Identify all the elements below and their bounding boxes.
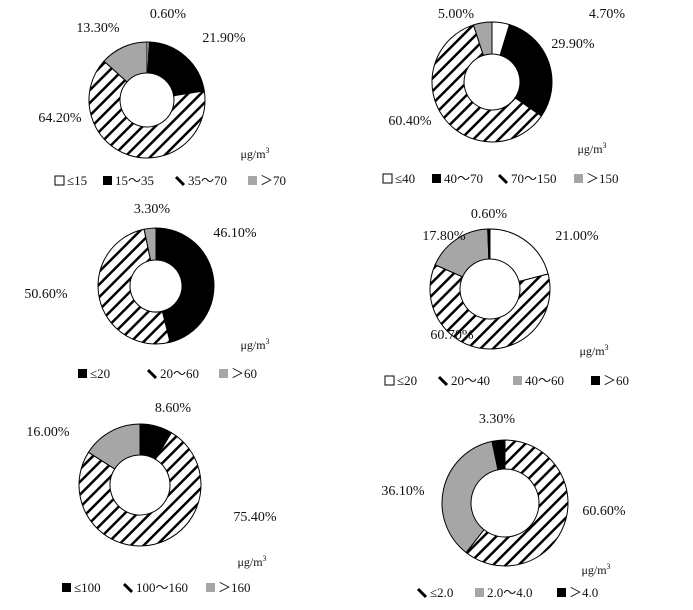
data-label: 17.80% [422,229,466,244]
data-label: 75.40% [233,510,277,525]
data-label: 21.90% [202,31,246,46]
unit-label: μg/m3 [577,141,606,156]
legend-label: ＞160 [218,580,251,595]
slice-2 [147,41,205,97]
data-label: 60.40% [388,114,432,129]
legend-swatch-gray [248,176,257,185]
legend-swatch-black [78,369,87,378]
slice-2 [429,264,551,350]
legend-swatch-white [54,175,65,186]
legend-swatch-hatch [437,375,449,387]
donut-chart-3: 46.10% 50.60% 3.30% μg/m3 ≤20 20～60 ＞60 [24,202,269,381]
legend-swatch-hatch [497,173,509,185]
legend: ≤20 20～40 40～60 ＞60 [384,373,629,388]
legend: ≤15 15～35 35～70 ＞70 [54,173,286,188]
slice-3 [88,60,206,159]
legend-swatch-black [557,588,566,597]
legend-label: 20～40 [451,373,490,388]
donut-chart-4: 21.00% 60.70% 17.80% 0.60% μg/m3 ≤20 20～40 40～6… [384,207,629,388]
data-label: 46.10% [213,226,257,241]
slice-2 [78,432,202,547]
legend-swatch-gray [475,588,484,597]
slice-3 [143,227,157,262]
data-label: 13.30% [76,21,120,36]
slice-2 [499,23,553,117]
legend-label: 40～70 [444,171,483,186]
unit-label: μg/m3 [240,337,269,352]
data-label: 4.70% [589,7,626,22]
unit-label: μg/m3 [240,146,269,161]
data-label: 64.20% [38,111,82,126]
legend-label: ≤20 [397,373,417,388]
legend-swatch-hatch [174,175,186,187]
legend-label: 2.0～4.0 [487,585,533,600]
legend-label: ＞4.0 [569,585,598,600]
slice-1 [155,227,215,343]
legend-swatch-gray [574,174,583,183]
data-label: 8.60% [155,401,192,416]
unit-label: μg/m3 [581,562,610,577]
slice-3 [431,24,543,143]
legend-label: 70～150 [511,171,557,186]
slice-4 [487,228,491,260]
slice-4 [472,21,493,57]
donut-chart-1: 0.60% 21.90% 64.20% 13.30% μg/m3 ≤15 15～35 35～7… [38,7,286,188]
data-label: 3.30% [479,412,516,427]
slice-2 [441,440,499,554]
unit-label: μg/m3 [579,343,608,358]
data-label: 16.00% [26,425,70,440]
data-label: 36.10% [381,484,425,499]
slice-1 [465,439,569,567]
legend-label: 35～70 [188,173,227,188]
legend-swatch-hatch [416,587,428,599]
legend-label: 100～160 [136,580,188,595]
legend-swatch-gray [513,376,522,385]
legend-swatch-black [62,583,71,592]
data-label: 5.00% [438,7,475,22]
legend-label: ≤40 [395,171,415,186]
legend-label: ≤2.0 [430,585,453,600]
donut-chart-2: 4.70% 29.90% 60.40% 5.00% μg/m3 ≤40 40～70 70～15… [382,7,626,186]
legend: ≤20 20～60 ＞60 [78,366,257,381]
legend-label: ≤15 [67,173,87,188]
legend-swatch-black [432,174,441,183]
legend-swatch-hatch [122,582,134,594]
legend-swatch-black [103,176,112,185]
legend-label: ＞60 [231,366,257,381]
unit-label: μg/m3 [237,554,266,569]
data-label: 0.60% [471,207,508,222]
data-label: 3.30% [134,202,171,217]
legend: ≤40 40～70 70～150 ＞150 [382,171,619,186]
legend-swatch-white [384,375,395,386]
legend-label: ≤20 [90,366,110,381]
slice-1 [489,228,549,283]
data-label: 0.60% [150,7,187,22]
legend-label: 40～60 [525,373,564,388]
legend-label: ≤100 [74,580,101,595]
slice-3 [491,439,506,471]
data-label: 29.90% [551,37,595,52]
legend-label: ＞60 [603,373,629,388]
data-label: 21.00% [555,229,599,244]
legend-swatch-gray [219,369,228,378]
legend-swatch-black [591,376,600,385]
data-label: 60.60% [582,504,626,519]
donut-chart-5: 8.60% 75.40% 16.00% μg/m3 ≤100 100～160 ＞160 [26,401,277,595]
legend: ≤2.0 2.0～4.0 ＞4.0 [416,585,598,600]
slice-2 [97,228,171,345]
slice-3 [87,423,141,470]
legend-label: 15～35 [115,173,154,188]
data-label: 60.70% [430,328,474,343]
legend-swatch-gray [206,583,215,592]
legend-swatch-white [382,173,393,184]
data-label: 50.60% [24,287,68,302]
legend: ≤100 100～160 ＞160 [62,580,251,595]
slice-4 [103,41,148,83]
legend-label: 20～60 [160,366,199,381]
legend-label: ＞70 [260,173,286,188]
legend-label: ＞150 [586,171,619,186]
donut-chart-6: 60.60% 36.10% 3.30% μg/m3 ≤2.0 2.0～4.0 ＞4.0 [381,412,626,600]
legend-swatch-hatch [146,368,158,380]
